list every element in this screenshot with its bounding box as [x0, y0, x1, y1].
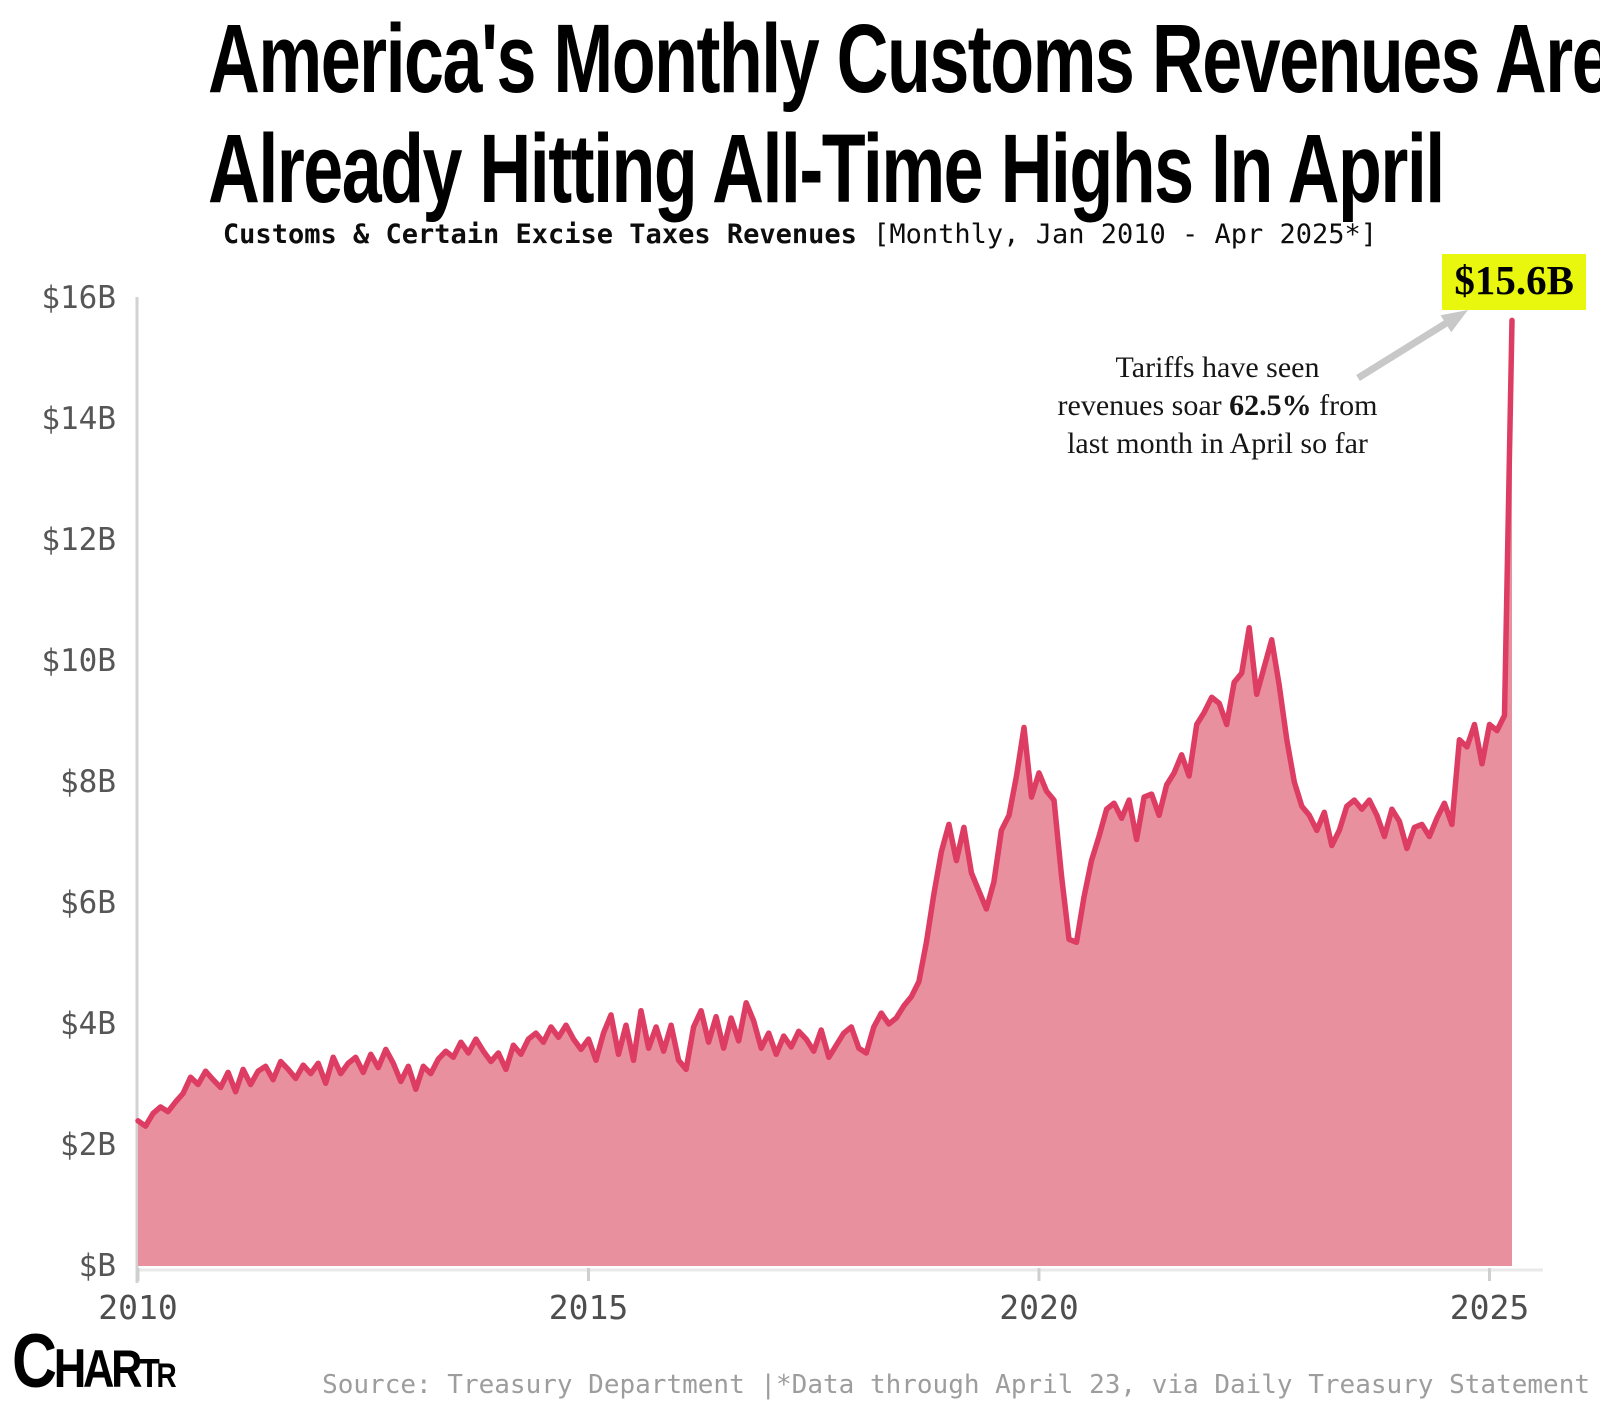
- y-tick-label: $4B: [60, 1006, 116, 1042]
- annotation-line-3: last month in April so far: [1067, 427, 1368, 460]
- source-credit: Source: Treasury Department |*Data throu…: [322, 1370, 1590, 1400]
- chartr-logo: CHARTR: [12, 1319, 177, 1404]
- y-tick-label: $8B: [60, 764, 116, 800]
- annotation-text: Tariffs have seen revenues soar 62.5% fr…: [980, 349, 1455, 463]
- chartr-logo-letter: T: [139, 1350, 160, 1396]
- chart-subtitle-main: Customs & Certain Excise Taxes Revenues: [222, 219, 857, 250]
- x-tick-label: 2025: [1449, 1288, 1530, 1327]
- chartr-logo-letter: A: [83, 1340, 114, 1399]
- revenue-line: [135, 317, 1515, 1129]
- y-tick-label: $10B: [41, 643, 116, 679]
- x-tick-label: 2020: [999, 1288, 1079, 1327]
- y-tick-label: $B: [78, 1248, 116, 1284]
- chart-subtitle: Customs & Certain Excise Taxes Revenues …: [0, 219, 1600, 250]
- chart-title: America's Monthly Customs Revenues Are A…: [0, 4, 1600, 224]
- peak-value-label: $15.6B: [1442, 254, 1586, 310]
- chartr-logo-letter: R: [156, 1357, 177, 1395]
- chartr-logo-letter: C: [12, 1319, 57, 1404]
- x-axis-tick-marks: [136, 1268, 1491, 1281]
- chart-title-line-1: America's Monthly Customs Revenues Are: [208, 4, 1600, 113]
- annotation-line-1: Tariffs have seen: [1115, 351, 1320, 384]
- y-tick-label: $12B: [41, 522, 116, 558]
- y-tick-label: $14B: [41, 401, 116, 437]
- y-tick-label: $6B: [60, 885, 116, 921]
- chartr-logo-letter: H: [53, 1337, 87, 1399]
- x-tick-label: 2010: [98, 1288, 178, 1327]
- y-tick-label: $16B: [41, 280, 116, 316]
- chart-title-line-2: Already Hitting All-Time Highs In April: [208, 114, 1445, 223]
- chart-subtitle-note: [Monthly, Jan 2010 - Apr 2025*]: [856, 219, 1378, 250]
- annotation-bold-percent: 62.5%: [1229, 389, 1312, 422]
- x-tick-label: 2015: [548, 1288, 629, 1327]
- annotation-arrow-shaft: [1356, 319, 1450, 381]
- annotation-line-2: revenues soar 62.5% from: [1057, 389, 1378, 422]
- annotation-arrow-head: [1440, 310, 1468, 333]
- chartr-logo-letter: R: [111, 1340, 142, 1399]
- revenue-area-fill: [138, 320, 1512, 1266]
- y-tick-label: $2B: [60, 1127, 116, 1163]
